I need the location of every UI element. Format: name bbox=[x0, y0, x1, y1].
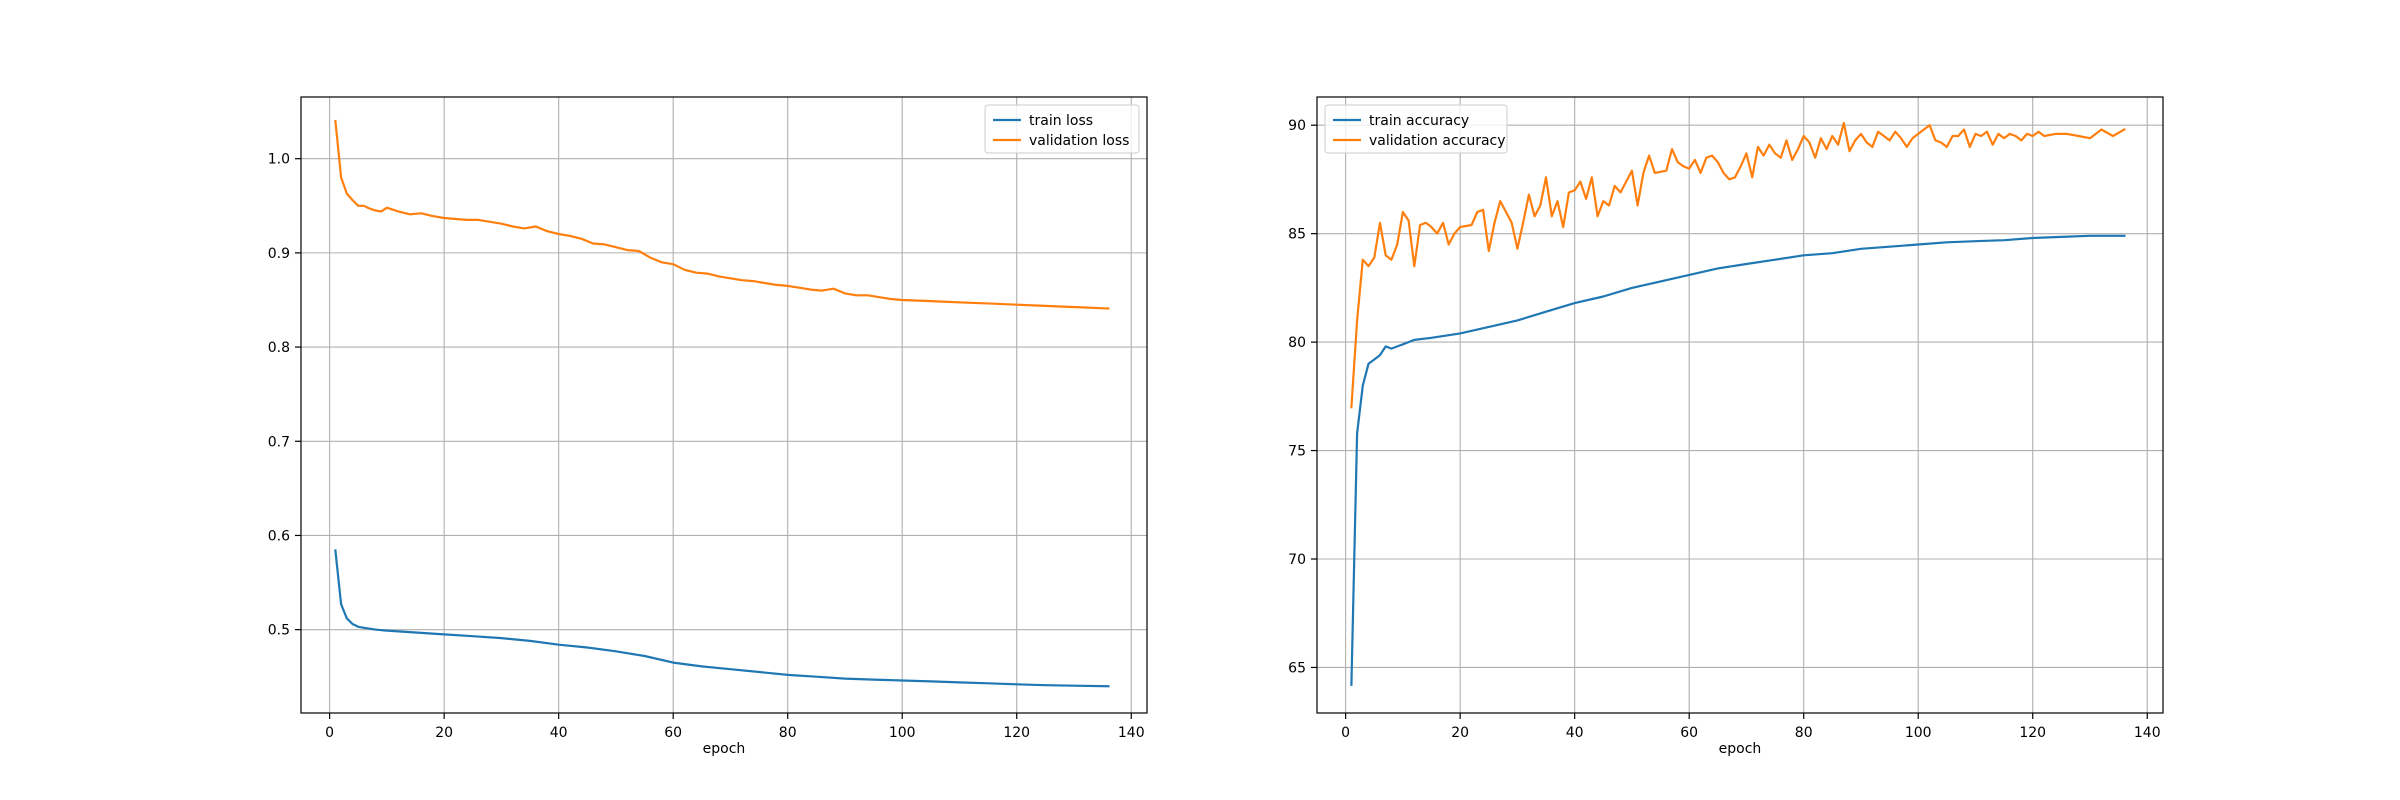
accuracy-chart-x-tick-label: 140 bbox=[2134, 725, 2161, 741]
accuracy-chart-x-tick-label: 0 bbox=[1341, 725, 1350, 741]
loss-chart-x-tick-label: 60 bbox=[664, 725, 682, 741]
accuracy-chart-y-tick-label: 85 bbox=[1288, 227, 1306, 243]
loss-chart-y-tick-label: 0.7 bbox=[268, 434, 290, 450]
accuracy-chart-legend-label: validation accuracy bbox=[1369, 133, 1506, 149]
accuracy-chart-y-tick-label: 75 bbox=[1288, 444, 1306, 460]
loss-chart-x-tick-label: 40 bbox=[550, 725, 568, 741]
accuracy-chart-x-tick-label: 120 bbox=[2019, 725, 2046, 741]
loss-chart-x-tick-label: 20 bbox=[435, 725, 453, 741]
accuracy-chart-series-line-validation bbox=[1350, 121, 2126, 409]
accuracy-chart-legend-label: train accuracy bbox=[1369, 113, 1469, 129]
loss-chart-x-tick-label: 100 bbox=[889, 725, 916, 741]
loss-chart-series-line-train bbox=[334, 549, 1110, 688]
loss-chart-y-tick-label: 0.5 bbox=[268, 623, 290, 639]
loss-chart-x-tick-label: 80 bbox=[779, 725, 797, 741]
loss-chart-legend-label: validation loss bbox=[1029, 133, 1129, 149]
loss-chart-y-tick-label: 1.0 bbox=[268, 152, 290, 168]
accuracy-chart-legend-box bbox=[1324, 104, 1508, 154]
accuracy-chart-x-tick-label: 100 bbox=[1905, 725, 1932, 741]
accuracy-chart-axes-frame bbox=[1316, 96, 2164, 714]
accuracy-chart-y-tick-label: 90 bbox=[1288, 118, 1306, 134]
accuracy-chart-y-tick-label: 80 bbox=[1288, 335, 1306, 351]
accuracy-chart-x-tick-label: 60 bbox=[1680, 725, 1698, 741]
loss-chart-x-axis-label: epoch bbox=[703, 741, 746, 757]
accuracy-chart-y-tick-label: 70 bbox=[1288, 552, 1306, 568]
loss-chart-x-tick-label: 0 bbox=[325, 725, 334, 741]
accuracy-chart: 0 20 40 60 80 100 120 140 65 70 75 80 85 90 train accu… bbox=[1288, 96, 2164, 757]
loss-chart-series-line-validation bbox=[334, 119, 1110, 310]
loss-chart-y-tick-label: 0.6 bbox=[268, 528, 290, 544]
loss-chart-legend-box bbox=[984, 104, 1140, 154]
accuracy-chart-plot-area bbox=[1317, 97, 2163, 713]
loss-chart-y-tick-label: 0.9 bbox=[268, 246, 290, 262]
accuracy-chart-series-line-train bbox=[1350, 234, 2126, 686]
accuracy-chart-x-tick-label: 80 bbox=[1795, 725, 1813, 741]
accuracy-chart-x-tick-label: 40 bbox=[1566, 725, 1584, 741]
accuracy-chart-y-tick-label: 65 bbox=[1288, 660, 1306, 676]
loss-chart-legend: train loss validation loss bbox=[984, 104, 1140, 154]
loss-chart: 0 20 40 60 80 100 120 140 0.5 0.6 0.7 0.8 0.9 1.0 trai… bbox=[268, 96, 1148, 757]
loss-chart-x-tick-label: 120 bbox=[1003, 725, 1030, 741]
accuracy-chart-x-axis-label: epoch bbox=[1719, 741, 1762, 757]
accuracy-chart-x-tick-label: 20 bbox=[1451, 725, 1469, 741]
loss-chart-x-tick-label: 140 bbox=[1118, 725, 1145, 741]
accuracy-chart-legend: train accuracy validation accuracy bbox=[1324, 104, 1508, 154]
loss-chart-y-tick-label: 0.8 bbox=[268, 340, 290, 356]
loss-chart-axes-frame bbox=[300, 96, 1148, 714]
loss-chart-legend-label: train loss bbox=[1029, 113, 1093, 129]
loss-chart-plot-area bbox=[301, 97, 1147, 713]
